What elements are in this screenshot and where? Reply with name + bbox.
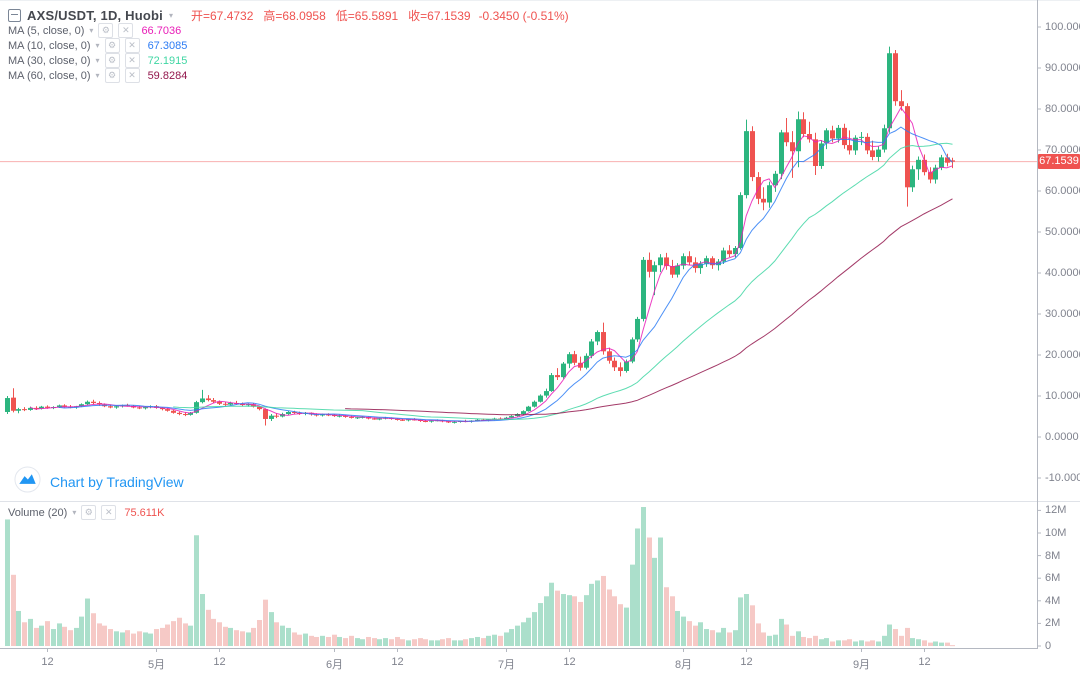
price-axis-label: 30.0000: [1045, 308, 1080, 320]
price-axis-label: 80.0000: [1045, 103, 1080, 115]
ohlc-field-1: 高=68.0958: [263, 9, 326, 23]
price-axis-label: 10.0000: [1045, 390, 1080, 402]
time-axis-label: 12: [391, 656, 404, 668]
ohlc-field-2: 低=65.5891: [335, 9, 399, 23]
ma-label: MA (5, close, 0): [8, 24, 85, 37]
price-axis-label: 100.0000: [1045, 21, 1080, 33]
attribution[interactable]: Chart by TradingView: [14, 466, 184, 498]
close-icon[interactable]: ✕: [124, 53, 140, 68]
chevron-down-icon[interactable]: ▾: [95, 70, 100, 80]
ma-value: 66.7036: [141, 24, 182, 37]
ohlc-field-0: 开=67.4732: [191, 9, 254, 23]
price-axis-label: 0.0000: [1045, 431, 1079, 443]
price-axis-label: 20.0000: [1045, 349, 1080, 361]
time-axis-label: 12: [740, 656, 753, 668]
chevron-down-icon[interactable]: ▾: [95, 40, 100, 50]
price-axis-label: 70.0000: [1045, 144, 1080, 156]
gear-icon[interactable]: ⚙: [104, 68, 120, 83]
ma-label: MA (60, close, 0): [8, 69, 91, 82]
ma-row-1: MA (10, close, 0) ▾ ⚙ ✕ 67.3085: [8, 38, 187, 53]
time-axis-label: 9月: [852, 659, 871, 671]
ohlc-field-3: 收=67.1539: [408, 9, 471, 23]
chevron-down-icon[interactable]: ▾: [95, 55, 100, 65]
collapse-legend-icon[interactable]: [8, 9, 21, 22]
tradingview-logo-icon: [14, 466, 41, 498]
volume-legend: Volume (20) ▾ ⚙ ✕ 75.611K: [8, 505, 165, 520]
volume-axis-label: 6M: [1045, 572, 1061, 585]
volume-axis-label: 4M: [1045, 594, 1061, 607]
price-axis-label: 40.0000: [1045, 267, 1080, 279]
ma-legend: MA (5, close, 0) ▾ ⚙ ✕ 66.7036 MA (10, close,…: [8, 23, 187, 83]
ma-label: MA (10, close, 0): [8, 39, 91, 52]
volume-axis-label: 10M: [1045, 527, 1067, 539]
ma-row-3: MA (60, close, 0) ▾ ⚙ ✕ 59.8284: [8, 68, 187, 83]
time-axis-label: 6月: [325, 659, 344, 671]
price-axis-label: 90.0000: [1045, 62, 1080, 74]
time-axis-label: 5月: [147, 659, 166, 671]
time-axis-label: 7月: [497, 659, 516, 671]
close-icon[interactable]: ✕: [124, 38, 140, 53]
close-icon[interactable]: ✕: [101, 505, 117, 520]
chevron-down-icon[interactable]: ▾: [168, 10, 173, 20]
ma-value: 72.1915: [147, 54, 188, 67]
price-axis-label: 60.0000: [1045, 185, 1080, 197]
volume-legend-label: Volume (20): [8, 506, 68, 519]
symbol-header: AXS/USDT, 1D, Huobi ▾ 开=67.4732 高=68.0958…: [8, 7, 569, 24]
time-axis-label: 8月: [674, 659, 693, 671]
volume-axis-label: 12M: [1045, 504, 1067, 517]
time-axis-label: 12: [918, 656, 931, 668]
chevron-down-icon[interactable]: ▾: [89, 25, 94, 35]
last-price-badge: 67.1539: [1038, 154, 1080, 170]
price-axis-label: 50.0000: [1045, 226, 1080, 238]
gear-icon[interactable]: ⚙: [104, 38, 120, 53]
chevron-down-icon[interactable]: ▾: [72, 507, 77, 517]
time-axis-label: 12: [41, 656, 54, 668]
attribution-link[interactable]: Chart by TradingView: [50, 474, 184, 490]
ma-row-0: MA (5, close, 0) ▾ ⚙ ✕ 66.7036: [8, 23, 187, 38]
gear-icon[interactable]: ⚙: [81, 505, 97, 520]
gear-icon[interactable]: ⚙: [98, 23, 114, 38]
time-axis-label: 12: [213, 656, 226, 668]
ma-value: 67.3085: [147, 39, 188, 52]
volume-axis-label: 0: [1045, 640, 1052, 652]
close-icon[interactable]: ✕: [124, 68, 140, 83]
ohlc-values: 开=67.4732 高=68.0958 低=65.5891 收=67.1539: [191, 7, 471, 24]
time-axis-label: 12: [563, 656, 576, 668]
close-icon[interactable]: ✕: [118, 23, 134, 38]
gear-icon[interactable]: ⚙: [104, 53, 120, 68]
volume-axis-label: 8M: [1045, 549, 1061, 562]
volume-value: 75.611K: [124, 506, 165, 519]
volume-axis-label: 2M: [1045, 617, 1061, 630]
ma-row-2: MA (30, close, 0) ▾ ⚙ ✕ 72.1915: [8, 53, 187, 68]
symbol-title[interactable]: AXS/USDT, 1D, Huobi: [27, 8, 163, 23]
ma-label: MA (30, close, 0): [8, 54, 91, 67]
change-value: -0.3450 (-0.51%): [478, 8, 569, 23]
ma-value: 59.8284: [147, 69, 188, 82]
price-axis-label: -10.0000: [1045, 472, 1080, 484]
